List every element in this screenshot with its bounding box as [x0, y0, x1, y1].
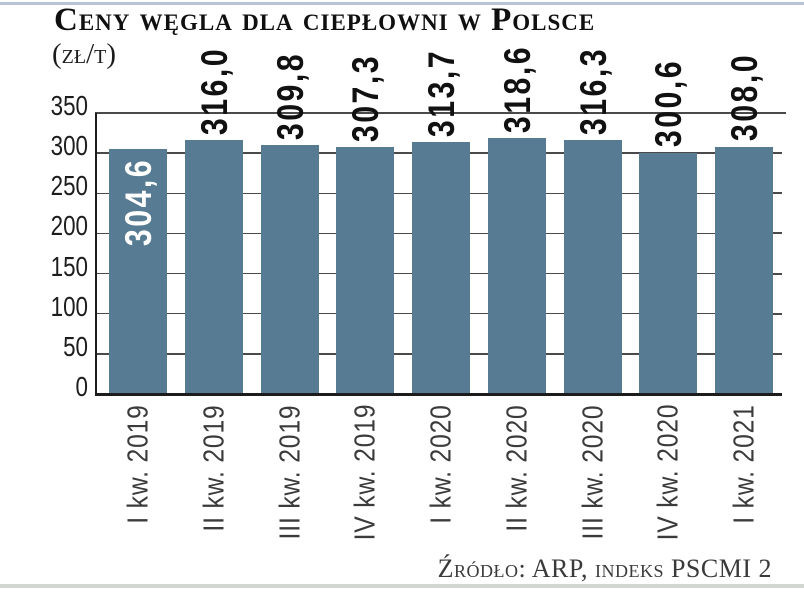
y-axis-tick-label: 100	[50, 290, 88, 322]
x-axis-category-label: I kw. 2020	[425, 404, 458, 524]
y-axis-tick-label: 150	[50, 250, 88, 282]
y-axis-tick-label: 0	[75, 371, 88, 402]
bar-value-label: 307,3	[345, 53, 387, 143]
y-axis-line	[95, 113, 97, 396]
bar	[109, 149, 167, 394]
bar	[260, 145, 319, 394]
y-axis-tick-label: 250	[50, 170, 88, 202]
axis-tick	[773, 232, 782, 235]
y-axis-tick-label: 50	[63, 330, 88, 362]
bar-value-label: 308,0	[724, 53, 765, 142]
y-axis-tick-label: 350	[50, 90, 88, 121]
y-axis-tick-label: 200	[50, 210, 88, 242]
bar-value-label: 300,6	[648, 59, 690, 148]
x-axis-category-label: I kw. 2019	[122, 404, 155, 524]
bar	[563, 140, 622, 394]
bar-value-label: 316,0	[193, 46, 235, 136]
bar-value-label: 318,6	[496, 44, 538, 134]
x-axis-category-label: IV kw. 2019	[349, 404, 382, 541]
x-axis-category-label: II kw. 2020	[501, 404, 534, 532]
axis-tick	[773, 352, 782, 355]
bar-value-label: 309,8	[269, 51, 311, 141]
chart-unit-label: (zł/t)	[52, 38, 117, 70]
y-axis-tick-label: 300	[50, 130, 88, 162]
axis-tick	[773, 152, 782, 155]
axis-tick	[773, 192, 782, 195]
x-axis-category-label: II kw. 2019	[198, 404, 231, 532]
bar-value-label: 304,6	[118, 157, 159, 246]
bar	[412, 142, 470, 394]
x-axis-line	[95, 393, 782, 396]
bar-value-label: 313,7	[421, 48, 462, 137]
source-caption: Źródło: ARP, indeks PSCMI 2	[437, 554, 772, 583]
bar	[336, 147, 395, 394]
axis-tick	[773, 312, 782, 315]
x-axis-category-label: III kw. 2020	[577, 404, 609, 540]
bottom-divider	[0, 584, 804, 588]
bar	[715, 146, 773, 394]
bar	[639, 152, 698, 394]
chart-title: Ceny węgla dla ciepłowni w Polsce	[54, 2, 596, 38]
bar	[184, 140, 243, 394]
bar-value-label: 316,3	[572, 46, 614, 135]
x-axis-category-label: IV kw. 2020	[652, 404, 685, 541]
top-divider	[0, 2, 804, 5]
x-axis-category-label: III kw. 2019	[274, 404, 306, 540]
x-axis-category-label: I kw. 2021	[728, 404, 761, 524]
bar	[487, 138, 546, 394]
axis-tick	[773, 272, 782, 275]
axis-tick	[773, 112, 782, 114]
gridline	[95, 112, 786, 114]
